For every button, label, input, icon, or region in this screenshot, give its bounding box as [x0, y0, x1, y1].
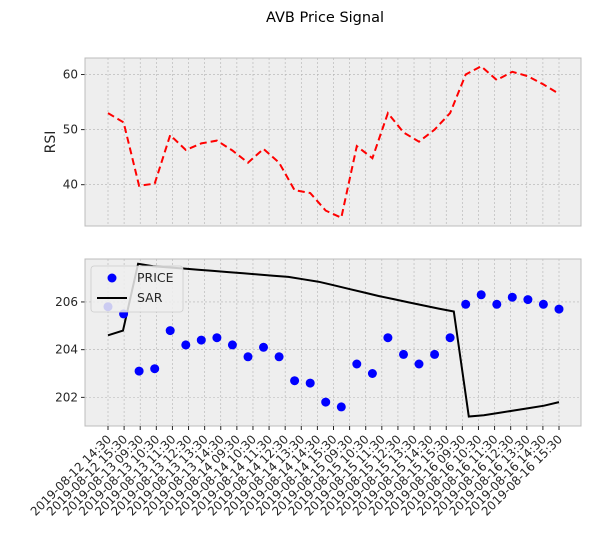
rsi-y-ticks: 40 50 60: [63, 68, 85, 192]
legend-sar-label: SAR: [137, 290, 163, 305]
top-y-tick-label: 40: [63, 178, 78, 192]
price-point: [476, 290, 486, 300]
price-point: [538, 299, 548, 309]
top-y-tick-label: 60: [63, 68, 78, 82]
price-point: [523, 295, 533, 305]
price-point: [259, 342, 268, 352]
price-point: [196, 335, 206, 345]
price-point: [492, 299, 502, 309]
legend: PRICE SAR: [90, 265, 184, 313]
rsi-y-axis-label: RSI: [43, 131, 59, 154]
price-point: [134, 366, 144, 376]
price-point: [181, 340, 191, 350]
price-point: [367, 369, 377, 378]
legend-price-label: PRICE: [137, 270, 174, 285]
rsi-axes: 40 50 60 RSI: [43, 57, 582, 227]
price-point: [445, 333, 455, 343]
bot-y-tick-label: 204: [55, 343, 78, 357]
rsi-frame: [84, 57, 582, 227]
chart-title: AVB Price Signal: [266, 10, 384, 26]
price-point: [399, 349, 408, 359]
bot-y-tick-label: 206: [55, 295, 78, 309]
price-point: [507, 292, 517, 302]
price-point: [243, 352, 253, 362]
legend-price-marker: [107, 273, 117, 283]
bot-y-tick-label: 202: [55, 390, 78, 404]
price-point: [227, 340, 237, 350]
price-point: [212, 333, 222, 343]
price-point: [150, 364, 160, 374]
price-point: [383, 333, 393, 343]
price-point: [274, 352, 284, 362]
price-point: [305, 378, 315, 388]
price-point: [321, 397, 331, 407]
rsi-plot-area: [85, 58, 581, 226]
price-point: [414, 359, 424, 369]
rsi-line: [107, 65, 560, 220]
price-point: [336, 402, 346, 412]
top-y-tick-label: 50: [63, 123, 78, 137]
price-point: [352, 359, 362, 369]
price-point: [461, 299, 471, 309]
price-point: [290, 376, 300, 386]
rsi-series: [107, 65, 560, 220]
price-point: [165, 326, 175, 336]
rsi-grid: [85, 58, 581, 226]
price-point: [554, 304, 564, 314]
price-point: [430, 349, 440, 359]
price-y-ticks: 202 204 206: [55, 295, 85, 404]
